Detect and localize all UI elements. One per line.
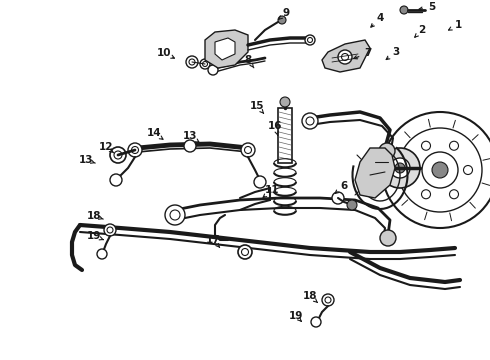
Text: 10: 10 [157, 48, 171, 58]
Circle shape [305, 35, 315, 45]
Text: 18: 18 [87, 211, 101, 221]
Circle shape [189, 59, 195, 65]
Circle shape [390, 158, 410, 178]
Circle shape [110, 174, 122, 186]
Text: 5: 5 [428, 2, 436, 12]
Circle shape [242, 248, 248, 256]
Bar [278, 108, 292, 163]
Circle shape [306, 117, 314, 125]
Text: 19: 19 [289, 311, 303, 321]
Circle shape [322, 294, 334, 306]
Text: 18: 18 [303, 291, 317, 301]
Circle shape [338, 50, 352, 64]
Polygon shape [322, 40, 370, 72]
Circle shape [241, 143, 255, 157]
Text: 1: 1 [454, 20, 462, 30]
Circle shape [208, 65, 218, 75]
Circle shape [325, 297, 331, 303]
Circle shape [380, 148, 420, 188]
Circle shape [245, 147, 251, 153]
Circle shape [170, 210, 180, 220]
Text: 7: 7 [364, 48, 372, 58]
Circle shape [302, 113, 318, 129]
Circle shape [347, 200, 357, 210]
Text: 13: 13 [183, 131, 197, 141]
Polygon shape [355, 148, 395, 198]
Circle shape [128, 143, 142, 157]
Circle shape [104, 224, 116, 236]
Circle shape [379, 143, 395, 159]
Circle shape [408, 166, 416, 175]
Text: 12: 12 [99, 142, 113, 152]
Circle shape [238, 245, 252, 259]
Circle shape [342, 54, 348, 60]
Circle shape [395, 163, 405, 173]
Circle shape [186, 56, 198, 68]
Text: 9: 9 [282, 8, 290, 18]
Circle shape [165, 205, 185, 225]
Circle shape [332, 192, 344, 204]
Circle shape [382, 112, 490, 228]
Circle shape [184, 140, 196, 152]
Circle shape [311, 317, 321, 327]
Circle shape [398, 128, 482, 212]
Circle shape [380, 230, 396, 246]
Circle shape [421, 141, 431, 150]
Text: 8: 8 [245, 55, 252, 65]
Text: 2: 2 [418, 25, 426, 35]
Circle shape [200, 59, 210, 69]
Circle shape [110, 147, 126, 163]
Circle shape [464, 166, 472, 175]
Circle shape [97, 249, 107, 259]
Circle shape [400, 6, 408, 14]
Text: 15: 15 [250, 101, 264, 111]
Text: 19: 19 [87, 231, 101, 241]
Circle shape [107, 227, 113, 233]
Text: 17: 17 [206, 235, 220, 245]
Text: 11: 11 [265, 185, 279, 195]
Circle shape [114, 151, 122, 159]
Text: 16: 16 [268, 121, 282, 131]
Circle shape [449, 141, 459, 150]
Text: 4: 4 [376, 13, 384, 23]
Text: 3: 3 [392, 47, 400, 57]
Circle shape [202, 62, 207, 67]
Polygon shape [205, 30, 248, 68]
Text: 6: 6 [341, 181, 347, 191]
Circle shape [131, 147, 139, 153]
Text: 13: 13 [79, 155, 93, 165]
Text: 14: 14 [147, 128, 161, 138]
Circle shape [308, 37, 313, 42]
Polygon shape [215, 38, 235, 60]
Circle shape [280, 97, 290, 107]
Circle shape [422, 152, 458, 188]
Circle shape [254, 176, 266, 188]
Circle shape [432, 162, 448, 178]
Circle shape [421, 190, 431, 199]
Circle shape [449, 190, 459, 199]
Circle shape [278, 16, 286, 24]
